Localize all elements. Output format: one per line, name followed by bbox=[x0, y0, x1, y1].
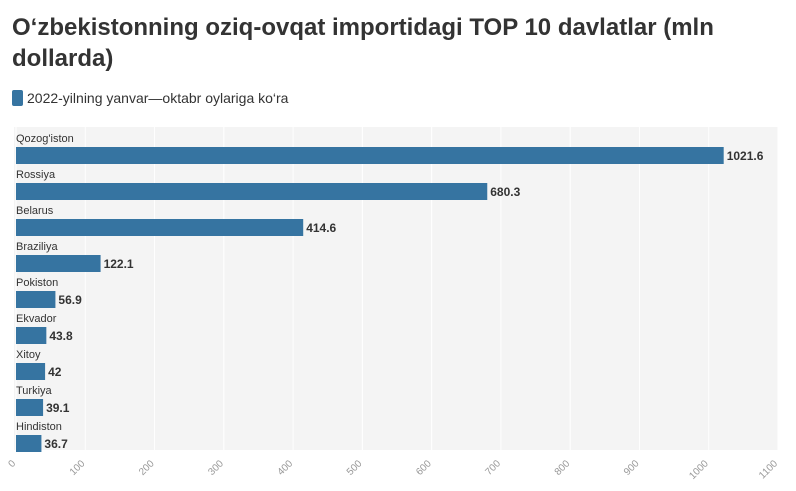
legend-label: 2022-yilning yanvar—oktabr oylariga ko‘r… bbox=[27, 90, 289, 106]
category-label: Braziliya bbox=[16, 241, 58, 253]
x-tick-label: 800 bbox=[553, 458, 573, 478]
bar bbox=[16, 399, 44, 416]
category-label: Xitoy bbox=[16, 349, 41, 361]
x-tick-label: 500 bbox=[345, 458, 365, 478]
legend-swatch bbox=[12, 90, 23, 106]
bar bbox=[16, 255, 101, 272]
bar bbox=[16, 183, 488, 200]
x-tick-label: 900 bbox=[622, 458, 642, 478]
value-label: 39.1 bbox=[46, 401, 70, 415]
x-tick-label: 700 bbox=[483, 458, 503, 478]
x-tick-label: 100 bbox=[68, 458, 88, 478]
value-label: 122.1 bbox=[104, 257, 134, 271]
chart-title: O‘zbekistonning oziq-ovqat importidagi T… bbox=[12, 14, 714, 72]
bar bbox=[16, 219, 304, 236]
x-tick-label: 1100 bbox=[757, 458, 780, 481]
x-tick-label: 1000 bbox=[687, 458, 711, 482]
value-label: 1021.6 bbox=[727, 149, 764, 163]
plot-area bbox=[14, 127, 778, 450]
x-tick-label: 600 bbox=[414, 458, 434, 478]
value-label: 56.9 bbox=[58, 293, 82, 307]
value-label: 43.8 bbox=[49, 329, 73, 343]
bar bbox=[16, 363, 46, 380]
value-label: 680.3 bbox=[490, 185, 520, 199]
category-label: Belarus bbox=[16, 205, 54, 217]
category-label: Pokiston bbox=[16, 277, 58, 289]
legend: 2022-yilning yanvar—oktabr oylariga ko‘r… bbox=[12, 90, 288, 106]
category-label: Qozog'iston bbox=[16, 133, 74, 145]
category-label: Ekvador bbox=[16, 313, 57, 325]
x-tick-label: 300 bbox=[206, 458, 226, 478]
bar bbox=[16, 327, 47, 344]
value-label: 414.6 bbox=[306, 221, 336, 235]
category-label: Rossiya bbox=[16, 169, 56, 181]
category-label: Turkiya bbox=[16, 385, 53, 397]
bar bbox=[16, 291, 56, 308]
value-label: 42 bbox=[48, 365, 62, 379]
value-label: 36.7 bbox=[44, 437, 68, 451]
x-tick-label: 0 bbox=[6, 458, 18, 470]
bar bbox=[16, 435, 42, 452]
x-tick-label: 200 bbox=[137, 458, 157, 478]
x-tick-label: 400 bbox=[276, 458, 296, 478]
bar bbox=[16, 147, 724, 164]
category-label: Hindiston bbox=[16, 421, 62, 433]
